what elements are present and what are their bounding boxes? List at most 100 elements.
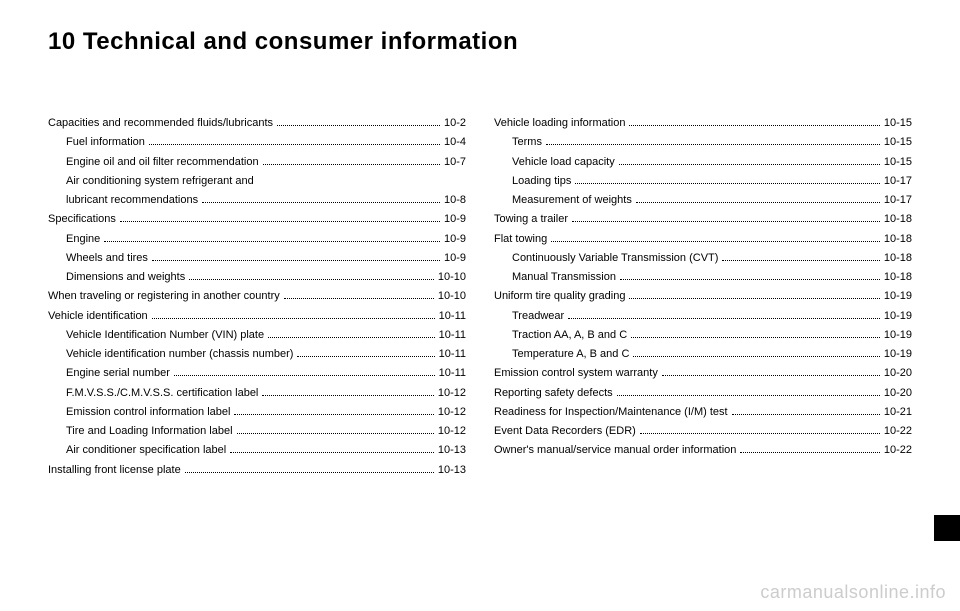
- toc-page-number: 10-15: [884, 153, 912, 172]
- toc-label: Specifications: [48, 210, 116, 229]
- toc-row: Air conditioning system refrigerant and: [48, 172, 466, 191]
- toc-leader-dots: [732, 414, 880, 415]
- toc-leader-dots: [631, 337, 880, 338]
- toc-page-number: 10-2: [444, 114, 466, 133]
- toc-leader-dots: [149, 144, 440, 145]
- toc-row: Temperature A, B and C10-19: [494, 345, 912, 364]
- toc-label: Traction AA, A, B and C: [494, 326, 627, 345]
- toc-label: Event Data Recorders (EDR): [494, 422, 636, 441]
- toc-leader-dots: [636, 202, 880, 203]
- toc-leader-dots: [237, 433, 434, 434]
- toc-row: Tire and Loading Information label 10-12: [48, 422, 466, 441]
- toc-leader-dots: [202, 202, 440, 203]
- toc-label: Treadwear: [494, 307, 564, 326]
- toc-row: Specifications 10-9: [48, 210, 466, 229]
- toc-leader-dots: [234, 414, 433, 415]
- toc-leader-dots: [629, 125, 879, 126]
- toc-label: Flat towing: [494, 230, 547, 249]
- toc-page-number: 10-9: [444, 230, 466, 249]
- toc-label: Continuously Variable Transmission (CVT): [494, 249, 718, 268]
- toc-leader-dots: [640, 433, 880, 434]
- toc-page-number: 10-11: [439, 364, 466, 383]
- toc-page-number: 10-8: [444, 191, 466, 210]
- toc-page-number: 10-12: [438, 422, 466, 441]
- toc-page-number: 10-11: [439, 307, 466, 326]
- toc-page-number: 10-19: [884, 326, 912, 345]
- toc-leader-dots: [662, 375, 880, 376]
- toc-row: Traction AA, A, B and C 10-19: [494, 326, 912, 345]
- toc-label: Owner's manual/service manual order info…: [494, 441, 736, 460]
- toc-page-number: 10-15: [884, 114, 912, 133]
- toc-leader-dots: [268, 337, 435, 338]
- toc-page-number: 10-19: [884, 307, 912, 326]
- toc-left-column: Capacities and recommended fluids/lubric…: [48, 114, 466, 480]
- toc-label: Wheels and tires: [48, 249, 148, 268]
- toc-label: Measurement of weights: [494, 191, 632, 210]
- toc-page-number: 10-18: [884, 249, 912, 268]
- toc-label: Terms: [494, 133, 542, 152]
- toc-page-number: 10-10: [438, 268, 466, 287]
- toc-leader-dots: [617, 395, 880, 396]
- toc-row: Installing front license plate10-13: [48, 461, 466, 480]
- toc-leader-dots: [104, 241, 440, 242]
- toc-row: Fuel information 10-4: [48, 133, 466, 152]
- toc-leader-dots: [620, 279, 880, 280]
- toc-row: Vehicle load capacity 10-15: [494, 153, 912, 172]
- toc-leader-dots: [546, 144, 880, 145]
- toc-label: F.M.V.S.S./C.M.V.S.S. certification labe…: [48, 384, 258, 403]
- toc-leader-dots: [740, 452, 879, 453]
- toc-leader-dots: [297, 356, 434, 357]
- toc-row: Engine oil and oil filter recommendation…: [48, 153, 466, 172]
- toc-label: Fuel information: [48, 133, 145, 152]
- toc-row: Emission control system warranty 10-20: [494, 364, 912, 383]
- toc-label: Readiness for Inspection/Maintenance (I/…: [494, 403, 728, 422]
- toc-row: Flat towing10-18: [494, 230, 912, 249]
- toc-leader-dots: [263, 164, 440, 165]
- toc-label: Engine serial number: [48, 364, 170, 383]
- toc-page-number: 10-11: [439, 326, 466, 345]
- toc-row: Air conditioner specification label 10-13: [48, 441, 466, 460]
- toc-page-number: 10-13: [438, 441, 466, 460]
- toc-row: lubricant recommendations 10-8: [48, 191, 466, 210]
- toc-label: Reporting safety defects: [494, 384, 613, 403]
- toc-label: Emission control information label: [48, 403, 230, 422]
- page-container: 10 Technical and consumer information Ca…: [0, 0, 960, 496]
- toc-leader-dots: [575, 183, 880, 184]
- toc-page-number: 10-13: [438, 461, 466, 480]
- toc-row: Vehicle identification10-11: [48, 307, 466, 326]
- toc-page-number: 10-17: [884, 191, 912, 210]
- toc-leader-dots: [568, 318, 880, 319]
- toc-row: Vehicle loading information 10-15: [494, 114, 912, 133]
- toc-page-number: 10-20: [884, 364, 912, 383]
- toc-label: Air conditioner specification label: [48, 441, 226, 460]
- toc-row: Towing a trailer10-18: [494, 210, 912, 229]
- toc-label: lubricant recommendations: [48, 191, 198, 210]
- toc-label: Capacities and recommended fluids/lubric…: [48, 114, 273, 133]
- watermark-text: carmanualsonline.info: [760, 582, 946, 603]
- toc-row: Uniform tire quality grading10-19: [494, 287, 912, 306]
- toc-label: Vehicle load capacity: [494, 153, 615, 172]
- toc-label: Vehicle identification number (chassis n…: [48, 345, 293, 364]
- toc-leader-dots: [262, 395, 433, 396]
- toc-label: Tire and Loading Information label: [48, 422, 233, 441]
- toc-row: Emission control information label10-12: [48, 403, 466, 422]
- toc-page-number: 10-17: [884, 172, 912, 191]
- toc-page-number: 10-4: [444, 133, 466, 152]
- toc-columns: Capacities and recommended fluids/lubric…: [48, 114, 912, 480]
- toc-leader-dots: [284, 298, 434, 299]
- toc-label: Vehicle loading information: [494, 114, 625, 133]
- toc-page-number: 10-22: [884, 422, 912, 441]
- toc-label: Emission control system warranty: [494, 364, 658, 383]
- section-tab-marker: [934, 515, 960, 541]
- toc-row: Engine serial number 10-11: [48, 364, 466, 383]
- toc-page-number: 10-9: [444, 210, 466, 229]
- toc-page-number: 10-12: [438, 384, 466, 403]
- toc-right-column: Vehicle loading information 10-15 Terms 10-…: [494, 114, 912, 480]
- toc-page-number: 10-20: [884, 384, 912, 403]
- toc-page-number: 10-19: [884, 287, 912, 306]
- toc-row: Manual Transmission10-18: [494, 268, 912, 287]
- toc-label: When traveling or registering in another…: [48, 287, 280, 306]
- toc-page-number: 10-9: [444, 249, 466, 268]
- toc-label: Vehicle Identification Number (VIN) plat…: [48, 326, 264, 345]
- toc-leader-dots: [152, 318, 435, 319]
